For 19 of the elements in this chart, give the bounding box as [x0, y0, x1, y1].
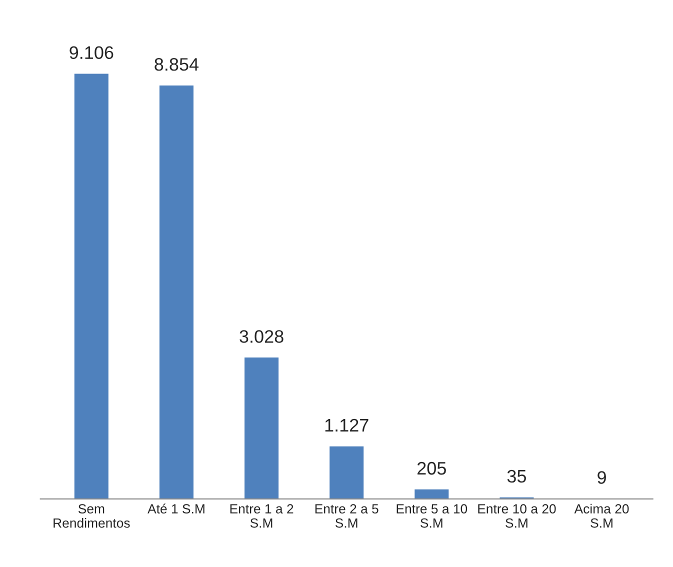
x-tick-label: Entre 1 a 2 S.M: [230, 504, 294, 528]
bar: [74, 74, 108, 499]
data-label: 3.028: [240, 330, 284, 343]
x-tick-label: Até 1 S.M: [148, 504, 204, 514]
x-tick-label: Acima 20 S.M: [574, 504, 629, 528]
x-tick-label: Entre 10 a 20 S.M: [478, 504, 556, 528]
bar: [159, 85, 194, 499]
data-label: 8.854: [154, 58, 199, 71]
x-tick-label: Sem Rendimentos: [54, 504, 130, 528]
x-tick-label: Entre 5 a 10 S.M: [396, 504, 468, 528]
data-label: 35: [507, 470, 526, 483]
x-tick-label: Entre 2 a 5 S.M: [315, 504, 378, 528]
bar: [244, 358, 279, 499]
data-label: 9.106: [70, 46, 114, 60]
data-label: 1.127: [325, 418, 368, 432]
bar: [414, 489, 449, 499]
bar: [330, 446, 364, 499]
data-label: 205: [418, 462, 446, 475]
data-label: 9: [598, 471, 606, 484]
